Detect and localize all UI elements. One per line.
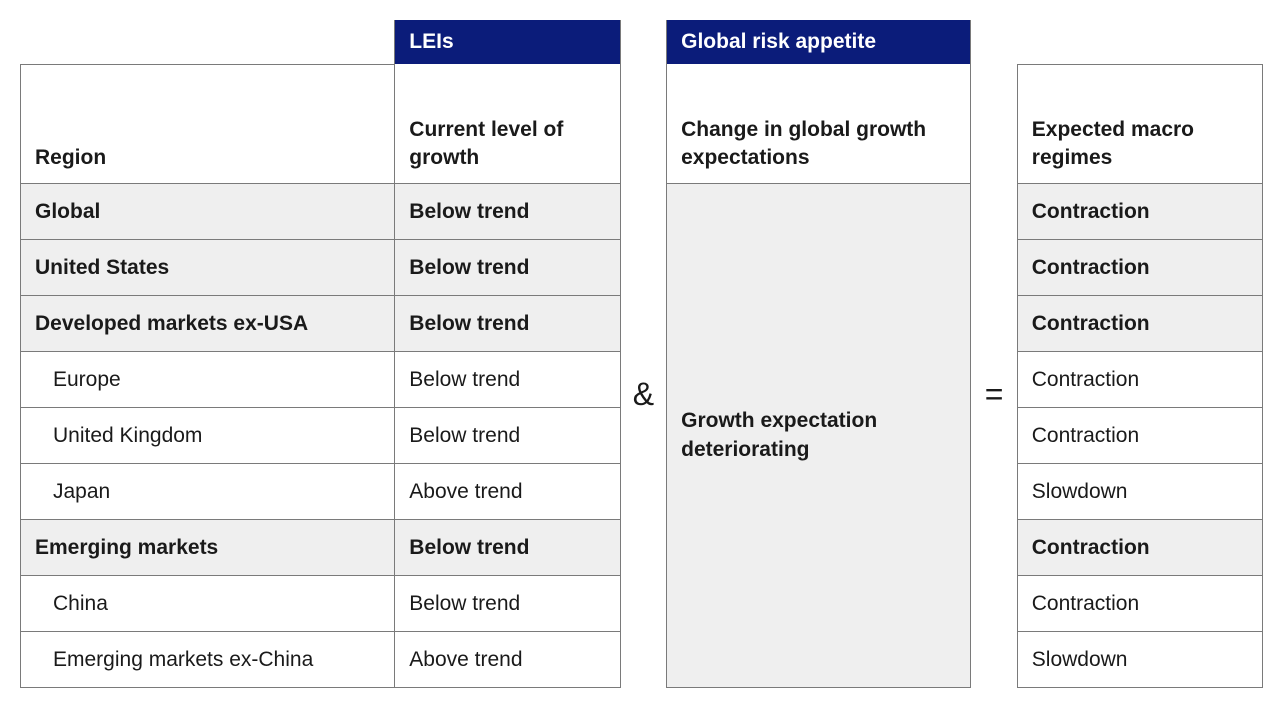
table-cell: Slowdown — [1017, 632, 1263, 688]
col-exp-subheader: Expected macro regimes — [1017, 64, 1263, 184]
table-cell: Below trend — [394, 408, 621, 464]
table-cell: Contraction — [1017, 352, 1263, 408]
table-cell: Emerging markets ex-China — [20, 632, 394, 688]
table-cell: Contraction — [1017, 184, 1263, 240]
table-cell: Emerging markets — [20, 520, 394, 576]
gra-body: Growth expectation deteriorating — [666, 184, 971, 688]
col-exp: Expected macro regimes ContractionContra… — [1017, 20, 1263, 688]
table-cell: Contraction — [1017, 296, 1263, 352]
table-cell: Japan — [20, 464, 394, 520]
col-region-header-empty — [20, 20, 394, 64]
table-cell: Below trend — [394, 240, 621, 296]
col-gra-subheader: Change in global growth expectations — [666, 64, 971, 184]
table-cell: United Kingdom — [20, 408, 394, 464]
table-cell: Contraction — [1017, 240, 1263, 296]
col-gra: Global risk appetite Change in global gr… — [666, 20, 971, 688]
table-cell: Below trend — [394, 576, 621, 632]
table-cell: Below trend — [394, 520, 621, 576]
table-cell: Europe — [20, 352, 394, 408]
table-cell: Contraction — [1017, 408, 1263, 464]
col-lei-header: LEIs — [394, 20, 621, 64]
table-cell: Below trend — [394, 352, 621, 408]
table-cell: China — [20, 576, 394, 632]
table-cell: Global — [20, 184, 394, 240]
col-gra-header: Global risk appetite — [666, 20, 971, 64]
operator-and: & — [621, 20, 666, 688]
col-region: Region GlobalUnited StatesDeveloped mark… — [20, 20, 394, 688]
table-cell: Below trend — [394, 296, 621, 352]
macro-regime-table: Region GlobalUnited StatesDeveloped mark… — [20, 20, 1263, 688]
operator-equals: = — [971, 20, 1016, 688]
col-region-subheader: Region — [20, 64, 394, 184]
table-cell: United States — [20, 240, 394, 296]
col-lei: LEIs Current level of growth Below trend… — [394, 20, 621, 688]
table-cell: Developed markets ex-USA — [20, 296, 394, 352]
table-cell: Above trend — [394, 632, 621, 688]
col-lei-subheader: Current level of growth — [394, 64, 621, 184]
table-cell: Below trend — [394, 184, 621, 240]
table-cell: Above trend — [394, 464, 621, 520]
col-exp-header-empty — [1017, 20, 1263, 64]
table-cell: Slowdown — [1017, 464, 1263, 520]
table-cell: Contraction — [1017, 576, 1263, 632]
table-cell: Contraction — [1017, 520, 1263, 576]
